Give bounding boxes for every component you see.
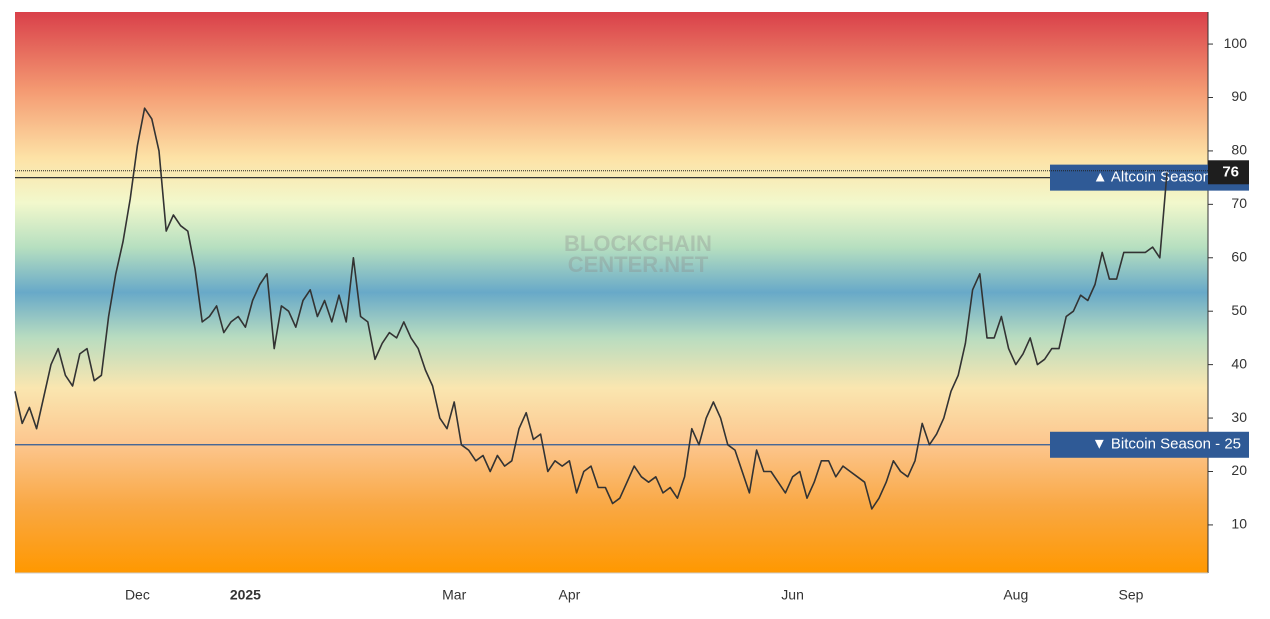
plot-background (15, 12, 1208, 573)
y-tick-label: 30 (1231, 409, 1247, 425)
x-tick-label: Sep (1119, 587, 1144, 603)
x-tick-label: Aug (1003, 587, 1028, 603)
watermark: CENTER.NET (568, 252, 709, 277)
y-tick-label: 80 (1231, 142, 1247, 158)
threshold-label-box (1050, 431, 1249, 458)
y-tick-label: 20 (1231, 462, 1247, 478)
y-tick-label: 50 (1231, 302, 1247, 318)
y-tick-label: 90 (1231, 88, 1247, 104)
series-line (14, 107, 1168, 510)
current-value-box (1208, 160, 1249, 185)
x-tick-label: Mar (442, 587, 466, 603)
y-tick-label: 10 (1231, 516, 1247, 532)
x-tick-label: 2025 (230, 587, 261, 603)
x-tick-label: Apr (559, 587, 581, 603)
x-tick-label: Dec (125, 587, 150, 603)
current-value-label: 76 (1222, 163, 1239, 180)
y-tick-label: 60 (1231, 248, 1247, 264)
y-tick-label: 70 (1231, 195, 1247, 211)
x-tick-label: Jun (781, 587, 804, 603)
y-tick-label: 40 (1231, 355, 1247, 371)
y-tick-label: 100 (1224, 35, 1248, 51)
threshold-label: ▼ Bitcoin Season - 25 (1092, 436, 1241, 453)
watermark: BLOCKCHAIN (564, 231, 712, 256)
